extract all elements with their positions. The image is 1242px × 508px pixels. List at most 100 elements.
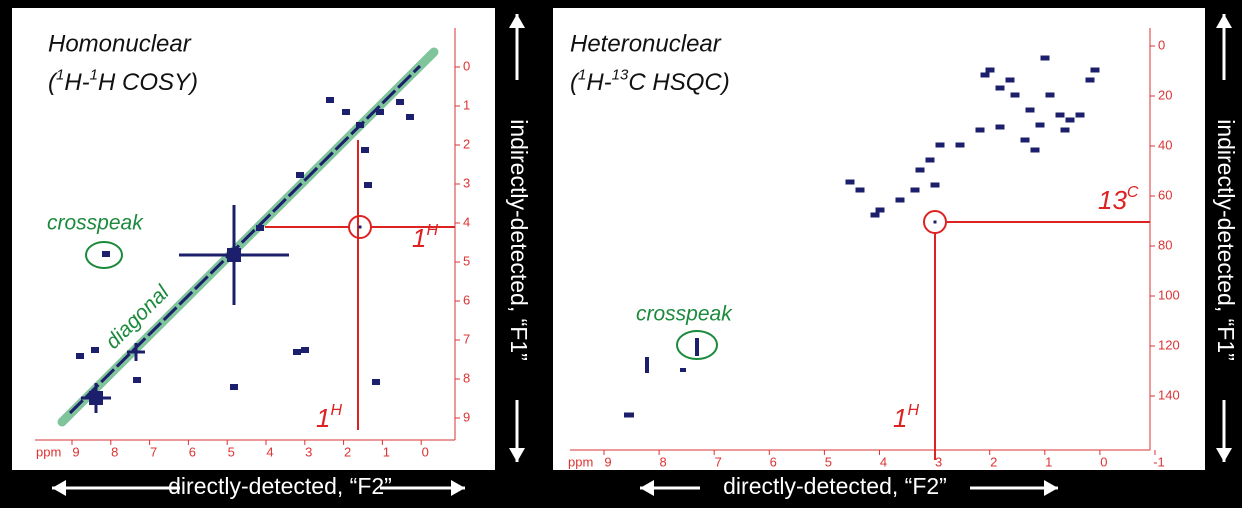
x-tick-label: 5 xyxy=(825,454,832,469)
y-tick-label: 4 xyxy=(463,214,470,229)
crosspeak-label: crosspeak xyxy=(47,212,144,235)
peak xyxy=(1025,107,1035,113)
x-tick-label: 8 xyxy=(111,444,118,459)
x-tick-label: 2 xyxy=(990,454,997,469)
peak xyxy=(645,357,649,373)
peak xyxy=(955,142,965,148)
arrow-head xyxy=(509,448,525,462)
peak xyxy=(1020,137,1030,143)
x-tick-label: 7 xyxy=(150,444,157,459)
arrow-head xyxy=(1044,480,1058,496)
peak xyxy=(326,97,334,103)
peak xyxy=(980,72,990,78)
peak xyxy=(396,99,404,105)
peak xyxy=(230,384,238,390)
peak xyxy=(372,379,380,385)
peak xyxy=(1060,127,1070,133)
peak xyxy=(1085,77,1095,83)
x-tick-label: 4 xyxy=(266,444,273,459)
x-tick-label: 9 xyxy=(604,454,611,469)
x-caption: directly-detected, “F2” xyxy=(723,473,947,499)
peak xyxy=(1010,92,1020,98)
x-tick-label: 7 xyxy=(715,454,722,469)
peak xyxy=(910,187,920,193)
peak xyxy=(1065,117,1075,123)
y-tick-label: 5 xyxy=(463,253,470,268)
peak xyxy=(1040,55,1050,61)
peak xyxy=(930,182,940,188)
y-tick-label: 6 xyxy=(463,292,470,307)
panel-subtitle: (1H-13C HSQC) xyxy=(570,67,730,97)
y-tick-label: 120 xyxy=(1158,337,1180,352)
y-tick-label: 1 xyxy=(463,97,470,112)
peak xyxy=(342,109,350,115)
red-circle xyxy=(348,215,372,239)
x-tick-label: 9 xyxy=(72,444,79,459)
peak xyxy=(364,182,372,188)
x-caption: directly-detected, “F2” xyxy=(168,473,392,499)
arrow-head xyxy=(1216,14,1232,28)
crosspeak-label: crosspeak xyxy=(636,303,733,326)
x-tick-label: 6 xyxy=(770,454,777,469)
peak xyxy=(1035,122,1045,128)
peak xyxy=(680,368,686,372)
peak xyxy=(895,197,905,203)
arrow-head xyxy=(451,480,465,496)
red-circle xyxy=(923,210,947,234)
peak xyxy=(870,212,880,218)
y-tick-label: 8 xyxy=(463,370,470,385)
y-caption: indirectly-detected, “F1” xyxy=(1213,119,1239,361)
panel-subtitle-part: H- xyxy=(64,69,89,96)
peak xyxy=(855,187,865,193)
peak xyxy=(256,225,264,231)
peak xyxy=(925,157,935,163)
peak xyxy=(293,349,301,355)
f1-label: 1H xyxy=(412,222,438,253)
f2-label-part: H xyxy=(330,402,342,419)
f2-label: 1H xyxy=(316,402,342,433)
y-tick-label: 40 xyxy=(1158,137,1172,152)
arrow-head xyxy=(52,480,66,496)
peak xyxy=(102,253,106,257)
peak xyxy=(995,85,1005,91)
peak xyxy=(845,179,855,185)
f1-label-part: 1 xyxy=(412,223,426,253)
y-tick-label: 80 xyxy=(1158,237,1172,252)
x-unit: ppm xyxy=(36,444,61,459)
peak xyxy=(624,412,634,418)
panel-subtitle-part: 1 xyxy=(578,67,586,84)
panel-subtitle-part: ( xyxy=(48,69,59,96)
peak xyxy=(695,338,699,356)
peak xyxy=(935,142,945,148)
x-tick-label: 2 xyxy=(344,444,351,459)
x-tick-label: 6 xyxy=(189,444,196,459)
peak xyxy=(995,124,1005,130)
peak xyxy=(102,251,110,257)
f2-label-part: 1 xyxy=(893,403,907,433)
x-unit: ppm xyxy=(568,454,593,469)
y-tick-label: 100 xyxy=(1158,287,1180,302)
f2-label-part: H xyxy=(907,402,919,419)
arrow-head xyxy=(509,14,525,28)
peak xyxy=(376,109,384,115)
x-tick-label: -1 xyxy=(1153,454,1165,469)
peak xyxy=(985,67,995,73)
peak xyxy=(1075,112,1085,118)
x-tick-label: 1 xyxy=(1045,454,1052,469)
panel-hsqc xyxy=(553,8,1205,470)
panel-subtitle-part: 1 xyxy=(90,67,98,84)
panel-subtitle-part: 1 xyxy=(56,67,64,84)
x-tick-label: 8 xyxy=(659,454,666,469)
x-tick-label: 0 xyxy=(1100,454,1107,469)
peak xyxy=(301,347,309,353)
peak xyxy=(875,207,885,213)
peak xyxy=(1005,77,1015,83)
peak xyxy=(361,147,369,153)
f2-label: 1H xyxy=(893,402,919,433)
panel-subtitle-part: H- xyxy=(586,69,611,96)
peak xyxy=(356,122,364,128)
panel-title: Homonuclear xyxy=(48,30,192,57)
x-tick-label: 3 xyxy=(305,444,312,459)
peak xyxy=(975,127,985,133)
y-tick-label: 140 xyxy=(1158,387,1180,402)
